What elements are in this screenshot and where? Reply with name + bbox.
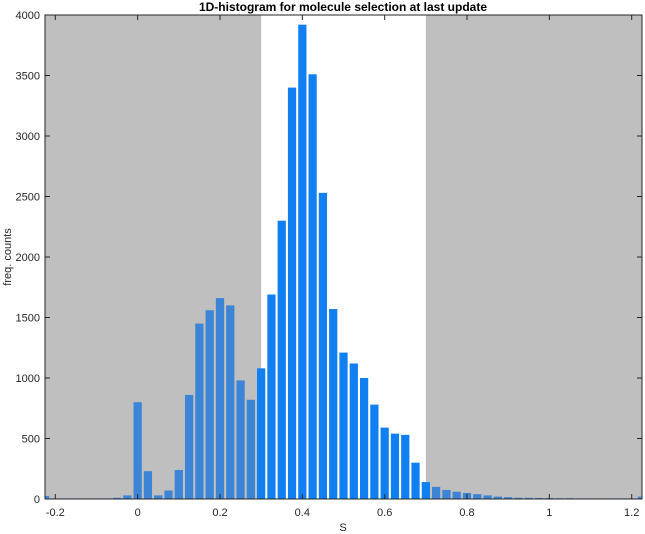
histogram-bar: [164, 490, 173, 499]
y-tick-label: 1000: [16, 373, 40, 385]
histogram-bar: [298, 24, 307, 500]
histogram-bar: [370, 404, 379, 499]
y-tick-label: 2000: [16, 252, 40, 264]
histogram-bar: [123, 495, 132, 499]
x-tick-label: 0: [135, 507, 141, 519]
y-tick-label: 4000: [16, 10, 40, 22]
x-tick-label: 0.4: [295, 507, 310, 519]
x-tick-label: 1: [546, 507, 552, 519]
histogram-bar: [267, 294, 276, 499]
histogram-bar: [195, 323, 204, 499]
y-tick-label: 1500: [16, 313, 40, 325]
x-tick-label: 0.2: [212, 507, 227, 519]
histogram-bar: [421, 482, 430, 499]
histogram-bar: [277, 220, 286, 499]
histogram-bar: [380, 427, 389, 499]
histogram-bar: [483, 495, 492, 499]
y-axis-ticks: 0 500 1000 1500 2000 2500 3000 3500 4000: [16, 10, 642, 506]
histogram-bar: [493, 496, 503, 499]
histogram-bar: [287, 87, 297, 499]
histogram-bar: [236, 380, 245, 499]
histogram-bar: [339, 352, 348, 499]
x-tick-label: 0.6: [377, 507, 392, 519]
histogram-bar: [45, 495, 50, 499]
plot-area: -0.2 0 0.2 0.4 0.6 0.8 1 1.2 0 500 1000 1500 2000 25…: [16, 10, 643, 519]
y-axis-label: freq. counts: [2, 228, 14, 286]
histogram-bar: [143, 471, 153, 499]
y-tick-label: 3000: [16, 131, 40, 143]
histogram-bar: [133, 402, 142, 499]
histogram-bar: [174, 469, 183, 499]
histogram-bar: [215, 298, 225, 499]
histogram-bar: [184, 394, 194, 499]
x-axis-ticks: -0.2 0 0.2 0.4 0.6 0.8 1 1.2: [46, 15, 639, 519]
histogram-bar: [401, 434, 410, 499]
histogram-bar: [390, 433, 400, 499]
histogram-bar: [432, 486, 441, 499]
x-tick-label: 0.8: [459, 507, 474, 519]
histogram-bar: [504, 497, 513, 499]
histogram-bar: [442, 489, 451, 499]
histogram-bar: [205, 310, 214, 499]
y-tick-label: 3500: [16, 71, 40, 83]
histogram-bar: [359, 378, 369, 499]
histogram-bar: [246, 399, 255, 499]
x-axis-label: S: [339, 522, 346, 534]
histogram-bar: [411, 462, 420, 499]
histogram-bar: [226, 305, 235, 499]
histogram-bar: [637, 496, 642, 499]
excluded-regions: [45, 15, 642, 499]
x-tick-label: 1.2: [624, 507, 639, 519]
histogram-bar: [308, 74, 317, 499]
histogram-bar: [452, 491, 461, 499]
y-tick-label: 2500: [16, 192, 40, 204]
histogram-bar: [473, 494, 482, 499]
histogram-bar: [349, 363, 358, 499]
y-tick-label: 500: [22, 434, 40, 446]
x-tick-label: -0.2: [46, 507, 65, 519]
y-tick-label: 0: [34, 494, 40, 506]
histogram-bar: [154, 495, 163, 499]
chart-title: 1D-histogram for molecule selection at l…: [199, 0, 487, 14]
histogram-bar: [318, 192, 328, 499]
histogram-bar: [514, 497, 523, 499]
histogram-bar: [524, 497, 533, 499]
excluded-region-right: [425, 15, 642, 499]
excluded-region-left: [45, 15, 262, 499]
histogram-bar: [329, 309, 338, 499]
histogram-bar: [112, 497, 122, 499]
histogram-bar: [257, 368, 266, 499]
